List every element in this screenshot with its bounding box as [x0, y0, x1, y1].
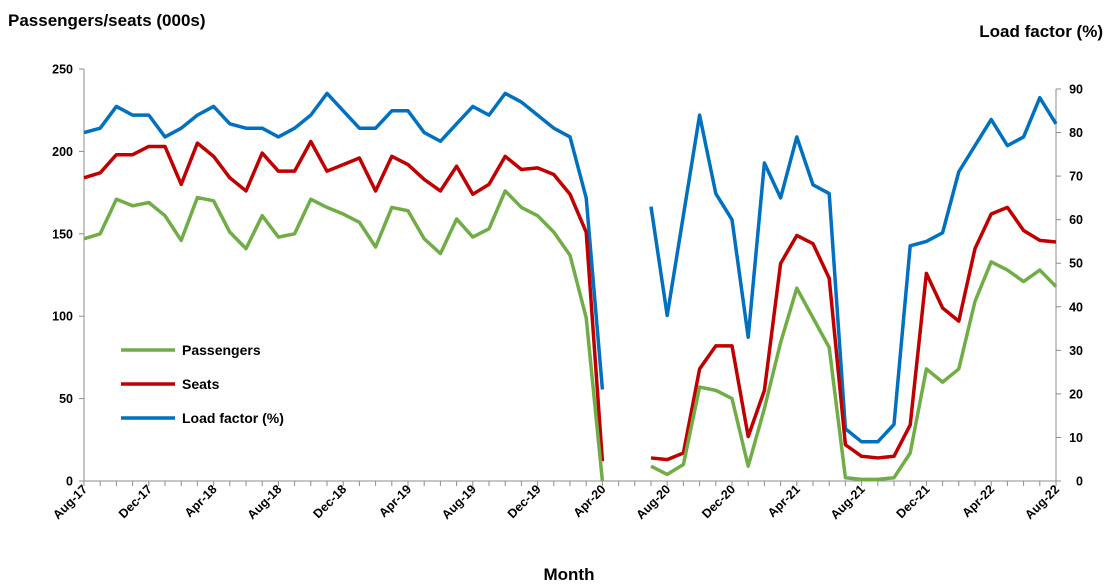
- right-y-tick-label: 40: [1069, 300, 1083, 314]
- legend-label-seats: Seats: [182, 376, 220, 392]
- x-tick-label: Aug-18: [245, 482, 285, 522]
- left-y-tick-label: 50: [59, 392, 73, 406]
- left-y-tick-label: 250: [52, 63, 73, 77]
- x-tick-label: Dec-17: [116, 482, 155, 521]
- x-tick-label: Dec-20: [699, 482, 738, 521]
- x-tick-label: Apr-21: [765, 482, 803, 520]
- right-y-tick-label: 0: [1076, 475, 1083, 489]
- left-y-tick-label: 0: [66, 475, 73, 489]
- right-axis-title: Load factor (%): [979, 22, 1103, 41]
- series-line-load-factor: [83, 91, 1058, 444]
- right-y-tick-label: 20: [1069, 387, 1083, 401]
- x-tick-label: Apr-20: [571, 482, 609, 520]
- series-line-passengers: [83, 189, 1058, 482]
- x-tick-label: Aug-19: [439, 482, 479, 522]
- legend-label-passengers: Passengers: [182, 342, 261, 358]
- right-y-tick-label: 60: [1069, 213, 1083, 227]
- x-ticks: Aug-17 Dec-17 Apr-18 Aug-18 Dec-18 Apr-19 Aug-…: [50, 481, 1062, 522]
- right-y-tick-label: 90: [1069, 83, 1083, 97]
- x-tick-label: Aug-21: [828, 482, 868, 522]
- right-y-tick-label: 50: [1069, 257, 1083, 271]
- series-lines: [83, 91, 1058, 482]
- left-y-tick-label: 150: [52, 227, 73, 241]
- left-y-tick-label: 100: [52, 310, 73, 324]
- left-axis-title: Passengers/seats (000s): [8, 11, 206, 30]
- x-tick-label: Apr-18: [182, 482, 220, 520]
- legend-label-load-factor: Load factor (%): [182, 410, 284, 426]
- x-tick-label: Dec-18: [310, 482, 349, 521]
- legend: Passengers Seats Load factor (%): [121, 342, 284, 426]
- left-y-ticks: 0 50 100 150 200 250: [52, 63, 84, 489]
- x-tick-label: Apr-22: [959, 482, 997, 520]
- right-y-tick-label: 30: [1069, 344, 1083, 358]
- right-y-tick-label: 80: [1069, 126, 1083, 140]
- x-tick-label: Aug-20: [633, 482, 673, 522]
- series-line-seats: [83, 139, 1057, 462]
- x-tick-label: Dec-19: [505, 482, 544, 521]
- x-tick-label: Apr-19: [376, 482, 414, 520]
- right-y-tick-label: 70: [1069, 170, 1083, 184]
- x-axis-title: Month: [544, 565, 595, 584]
- x-tick-label: Dec-21: [894, 482, 933, 521]
- x-tick-label: Aug-22: [1022, 482, 1062, 522]
- right-y-ticks: 0 10 20 30 40 50 60 70 80 90: [1056, 83, 1083, 489]
- right-y-tick-label: 10: [1069, 431, 1083, 445]
- left-y-tick-label: 200: [52, 145, 73, 159]
